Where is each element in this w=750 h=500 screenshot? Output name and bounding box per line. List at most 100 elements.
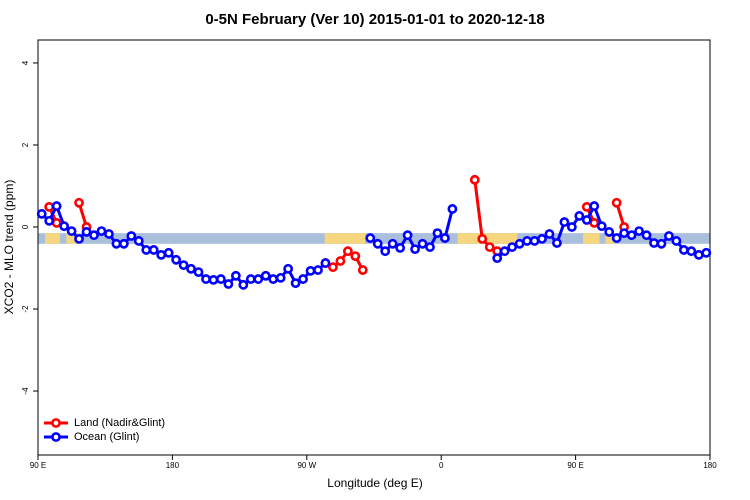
point xyxy=(701,247,712,258)
legend-marker xyxy=(51,418,61,428)
x-axis-label: Longitude (deg E) xyxy=(327,476,422,490)
point xyxy=(44,215,55,226)
point xyxy=(589,201,600,211)
point xyxy=(574,211,585,221)
point xyxy=(596,221,607,232)
x-tick-label: 180 xyxy=(703,461,717,470)
point xyxy=(66,226,77,236)
point xyxy=(357,265,368,275)
point xyxy=(51,201,62,211)
point xyxy=(365,233,376,243)
point xyxy=(566,222,577,232)
point xyxy=(581,215,592,225)
point xyxy=(522,236,532,246)
point xyxy=(141,245,152,255)
x-tick-label: 90 E xyxy=(567,461,583,470)
point xyxy=(156,249,167,260)
point xyxy=(313,265,323,275)
land-band xyxy=(457,233,518,244)
point xyxy=(671,236,682,246)
point xyxy=(514,238,525,249)
x-tick-label: 0 xyxy=(439,461,444,470)
point xyxy=(186,263,196,274)
y-tick-label: 2 xyxy=(21,142,30,147)
point xyxy=(492,253,503,264)
point xyxy=(686,246,697,257)
point xyxy=(380,246,391,257)
point xyxy=(290,278,301,289)
point xyxy=(74,233,84,244)
point xyxy=(118,238,129,249)
point xyxy=(253,274,264,284)
point xyxy=(111,238,122,249)
x-tick-label: 90 W xyxy=(297,461,316,470)
land-band xyxy=(66,233,80,244)
point xyxy=(51,217,62,228)
point xyxy=(611,233,622,243)
point xyxy=(283,263,294,274)
point xyxy=(447,204,458,214)
point xyxy=(417,238,428,249)
point xyxy=(350,251,361,262)
plot-frame xyxy=(37,39,711,456)
point xyxy=(649,238,659,248)
point xyxy=(611,197,622,208)
point xyxy=(395,243,406,253)
y-tick-label: -4 xyxy=(21,387,30,395)
point xyxy=(664,231,674,241)
point xyxy=(626,230,637,241)
x-tick-label: 180 xyxy=(166,461,180,470)
point xyxy=(656,238,667,249)
point xyxy=(201,274,211,284)
point xyxy=(484,242,495,252)
y-axis-label: XCO2 - MLO trend (ppm) xyxy=(2,180,16,315)
point xyxy=(74,197,84,208)
point xyxy=(402,230,413,241)
point xyxy=(559,217,570,227)
point xyxy=(163,247,174,258)
point xyxy=(96,226,107,236)
land-band xyxy=(605,233,615,244)
series-line xyxy=(47,179,626,271)
point xyxy=(619,228,630,239)
point xyxy=(425,242,435,252)
point xyxy=(529,236,540,246)
point xyxy=(44,202,55,212)
point xyxy=(469,174,480,185)
point xyxy=(298,274,308,284)
point xyxy=(589,217,600,228)
land-band xyxy=(324,233,366,244)
point xyxy=(604,227,615,237)
x-tick-label: 90 E xyxy=(30,461,46,470)
point xyxy=(178,260,189,271)
point xyxy=(89,230,99,241)
point xyxy=(328,262,338,273)
point xyxy=(693,249,704,260)
point xyxy=(133,236,144,246)
point xyxy=(193,267,204,278)
legend-label: Land (Nadir&Glint) xyxy=(74,417,165,429)
land-band xyxy=(45,233,60,244)
legend-label: Ocean (Glint) xyxy=(74,431,139,443)
point xyxy=(410,244,420,255)
point xyxy=(230,270,241,281)
point xyxy=(440,233,450,243)
point xyxy=(499,246,510,257)
land-band xyxy=(583,233,600,244)
y-tick-label: 4 xyxy=(21,60,30,65)
point xyxy=(104,229,114,239)
point xyxy=(544,229,555,239)
point xyxy=(537,233,547,244)
point xyxy=(171,254,182,265)
point xyxy=(81,227,92,237)
chart-title: 0-5N February (Ver 10) 2015-01-01 to 202… xyxy=(205,11,544,28)
y-tick-label: -2 xyxy=(21,305,30,313)
point xyxy=(148,245,159,255)
point xyxy=(216,274,226,284)
point xyxy=(320,258,331,268)
point xyxy=(59,221,70,232)
point xyxy=(268,274,279,284)
point xyxy=(387,238,398,249)
legend-marker xyxy=(51,432,61,442)
